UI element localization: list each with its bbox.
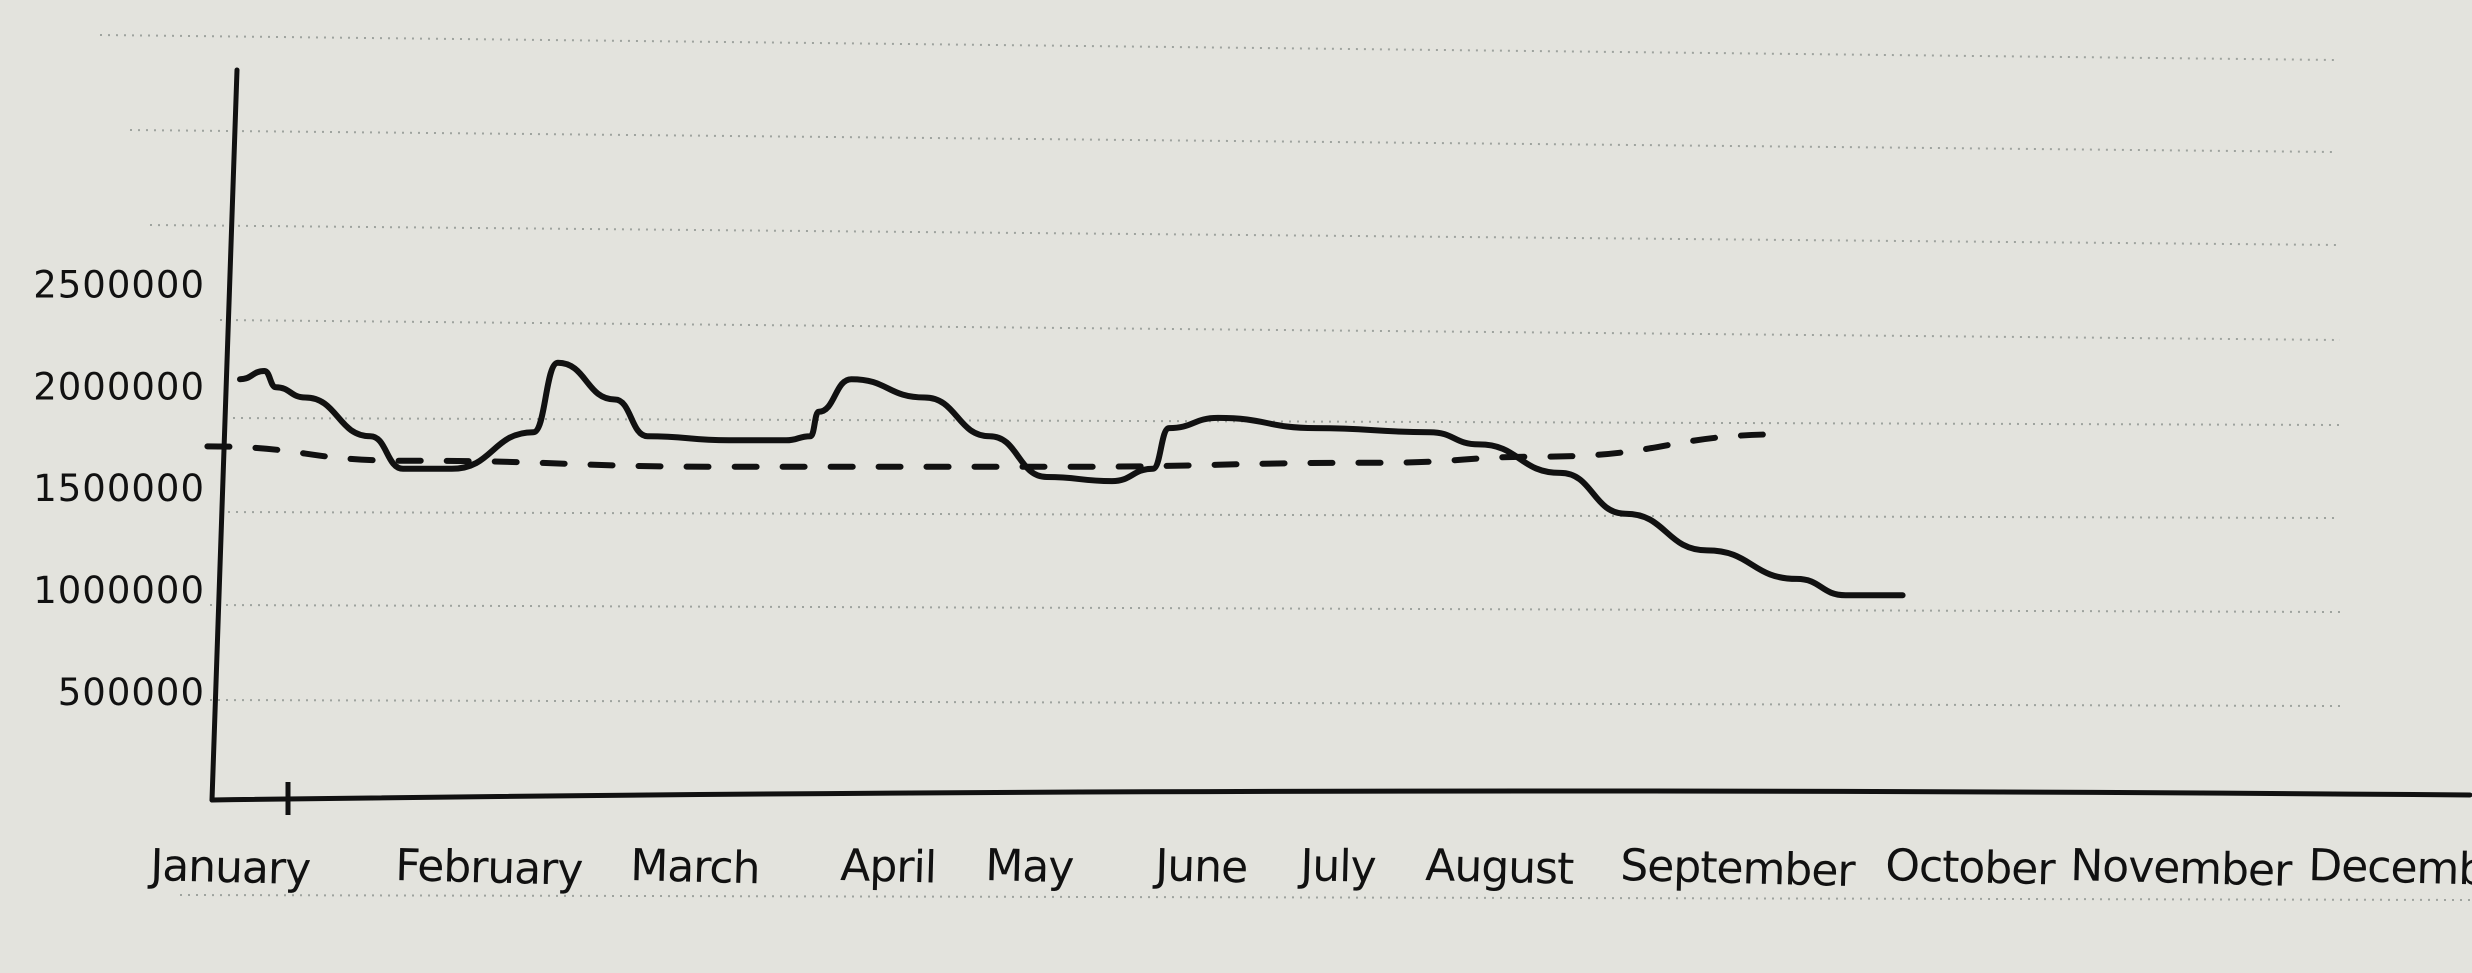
y-tick-label: 500000 (58, 671, 205, 714)
x-tick-label: August (1425, 840, 1575, 895)
x-tick-label: November (2070, 840, 2294, 897)
ruled-line (209, 604, 2341, 613)
ruled-line (149, 224, 2341, 246)
x-tick-label: March (630, 840, 760, 894)
ruled-line (224, 417, 2341, 426)
y-tick-labels: 500000 1000000 1500000 2000000 2500000 (33, 263, 205, 714)
x-tick-label: July (1297, 840, 1376, 893)
x-tick-label: October (1885, 840, 2057, 895)
x-tick-label: April (840, 840, 937, 893)
x-tick-label: Decemb (2308, 840, 2472, 896)
y-tick-label: 1000000 (33, 569, 205, 612)
y-tick-label: 2500000 (33, 263, 205, 306)
dashed-series-line (204, 431, 1792, 470)
x-tick-label: May (985, 840, 1074, 893)
ruled-line (209, 699, 2341, 707)
ruled-lines (99, 34, 2472, 901)
x-tick-label: September (1620, 840, 1857, 897)
y-tick-label: 2000000 (33, 365, 205, 408)
y-axis (209, 67, 240, 803)
x-tick-label: February (395, 840, 583, 896)
solid-series-line (237, 359, 1906, 599)
ruled-line (219, 511, 2341, 519)
x-tick-label: January (147, 840, 311, 895)
x-tick-labels: January February March April May June July Augu… (147, 840, 2472, 897)
x-tick-label: June (1152, 840, 1248, 893)
x-axis (209, 788, 2472, 803)
ruled-line (219, 319, 2341, 341)
series-lines (204, 359, 1906, 599)
y-tick-label: 1500000 (33, 467, 205, 510)
